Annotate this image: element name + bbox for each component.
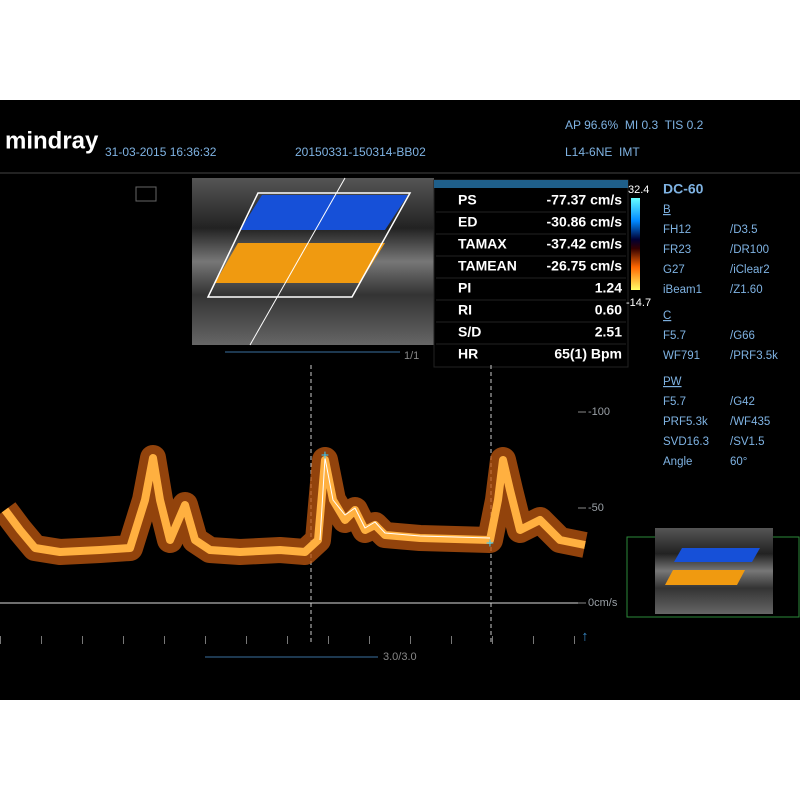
measurement-label: HR [458, 346, 478, 362]
measurement-value: 2.51 [595, 324, 622, 340]
measurement-label: RI [458, 302, 472, 318]
image-frame: 1/1 [404, 350, 419, 362]
setting-value: /PRF3.5k [730, 350, 778, 362]
measurement-box [433, 179, 629, 368]
probe: L14-6NE IMT [565, 145, 640, 159]
m-icon [135, 186, 157, 202]
setting-key: G27 [663, 264, 685, 276]
measurement-value: -37.42 cm/s [547, 236, 623, 252]
setting-value: 60° [730, 456, 747, 468]
setting-value: /SV1.5 [730, 436, 765, 448]
measurement-label: ED [458, 214, 477, 230]
measurement-label: PS [458, 192, 477, 208]
measurement-value: 1.24 [595, 280, 622, 296]
setting-value: /G42 [730, 396, 755, 408]
setting-value: /WF435 [730, 416, 770, 428]
section-header: PW [663, 376, 682, 388]
scale-label: -100 [588, 406, 610, 418]
acoustic-power: AP 96.6% MI 0.3 TIS 0.2 [565, 118, 704, 132]
color-min: -14.7 [626, 297, 651, 309]
setting-key: FH12 [663, 224, 691, 236]
measurement-label: TAMAX [458, 236, 507, 252]
study-id: 20150331-150314-BB02 [295, 145, 426, 159]
setting-key: WF791 [663, 350, 700, 362]
section-header: B [663, 204, 671, 216]
color-flow-orange [215, 243, 385, 283]
spectrum-frame: 3.0/3.0 [383, 651, 417, 663]
measurements: PS -77.37 cm/s ED -30.86 cm/s TAMAX -37.42 cm… [436, 192, 626, 362]
color-max: 32.4 [628, 184, 649, 196]
datetime: 31-03-2015 16:36:32 [105, 145, 217, 159]
color-bar [631, 198, 640, 290]
color-flow-blue [240, 195, 408, 230]
measurement-value: -77.37 cm/s [547, 192, 623, 208]
thumb-orange [665, 570, 745, 585]
measurement-value: 0.60 [595, 302, 622, 318]
doppler-line [249, 177, 346, 346]
measurement-label: TAMEAN [458, 258, 517, 274]
measurement-value: -30.86 cm/s [547, 214, 623, 230]
section-header: C [663, 310, 671, 322]
setting-key: Angle [663, 456, 692, 468]
setting-value: /DR100 [730, 244, 769, 256]
scale-label: 0cm/s [588, 597, 618, 609]
setting-value: /iClear2 [730, 264, 770, 276]
setting-key: F5.7 [663, 330, 686, 342]
setting-value: /D3.5 [730, 224, 758, 236]
brand: mindray [5, 127, 99, 154]
measurement-value: 65(1) Bpm [554, 346, 622, 362]
spectrum-waveform [0, 445, 588, 565]
peak-marker: + [321, 447, 329, 463]
scale-arrow: ↑ [582, 628, 589, 644]
setting-key: SVD16.3 [663, 436, 709, 448]
measurement-label: PI [458, 280, 471, 296]
thumb-blue [674, 548, 760, 562]
velocity-scale: -100 -50 0cm/s [578, 406, 618, 609]
setting-value: /Z1.60 [730, 284, 763, 296]
setting-value: /G66 [730, 330, 755, 342]
color-box [206, 192, 412, 298]
setting-key: PRF5.3k [663, 416, 708, 428]
setting-key: F5.7 [663, 396, 686, 408]
ed-marker: + [486, 535, 494, 551]
settings: B FH12/D3.5 FR23/DR100 G27/iClear2 iBeam1/Z1… [663, 204, 778, 468]
scale-label: -50 [588, 502, 604, 514]
setting-key: iBeam1 [663, 284, 702, 296]
measurement-header [434, 180, 628, 188]
measurement-value: -26.75 cm/s [547, 258, 623, 274]
setting-key: FR23 [663, 244, 691, 256]
measurement-label: S/D [458, 324, 481, 340]
mode: DC-60 [663, 181, 704, 197]
